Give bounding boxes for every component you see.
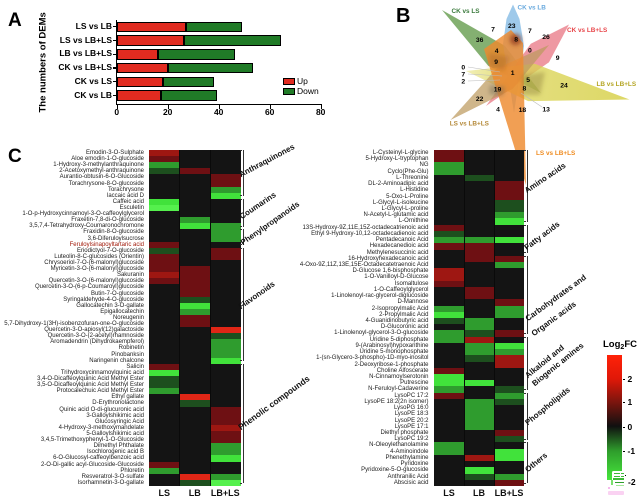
svg-text:4: 4 <box>495 48 499 55</box>
svg-text:7: 7 <box>491 27 495 34</box>
svg-text:13: 13 <box>542 106 550 113</box>
svg-text:2: 2 <box>461 78 465 85</box>
svg-text:4: 4 <box>496 107 500 114</box>
svg-text:CK vs LS: CK vs LS <box>452 8 481 15</box>
svg-text:8: 8 <box>514 36 518 43</box>
svg-text:9: 9 <box>494 59 498 66</box>
svg-text:LS vs LB+LS: LS vs LB+LS <box>450 120 490 127</box>
svg-text:0: 0 <box>528 48 532 55</box>
svg-text:36: 36 <box>476 37 484 44</box>
svg-text:CK vs LB: CK vs LB <box>518 5 547 12</box>
svg-text:26: 26 <box>542 34 550 41</box>
svg-text:LS vs LB+LS: LS vs LB+LS <box>536 150 576 157</box>
svg-text:CK vs LB+LS: CK vs LB+LS <box>567 27 608 34</box>
svg-text:5: 5 <box>526 77 530 84</box>
svg-text:9: 9 <box>556 55 560 62</box>
svg-text:0: 0 <box>461 65 465 72</box>
svg-text:8: 8 <box>523 85 527 92</box>
svg-text:19: 19 <box>494 87 502 94</box>
svg-text:18: 18 <box>519 107 527 114</box>
svg-text:7: 7 <box>528 28 532 35</box>
svg-text:24: 24 <box>560 82 568 89</box>
svg-text:1: 1 <box>511 70 515 77</box>
svg-text:23: 23 <box>508 23 516 30</box>
svg-text:22: 22 <box>476 96 484 103</box>
svg-text:LB vs LB+LS: LB vs LB+LS <box>597 81 637 88</box>
svg-text:7: 7 <box>461 72 465 79</box>
